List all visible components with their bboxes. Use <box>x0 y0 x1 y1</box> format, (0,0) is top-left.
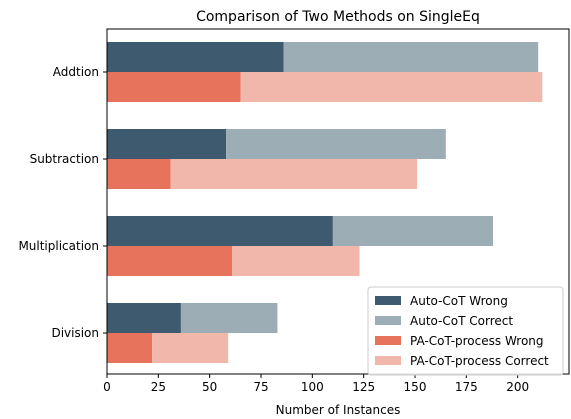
x-axis: 0 25 50 75 100 125 150 175 200 <box>103 374 529 394</box>
bar-addtion-auto-cot-correct <box>283 42 539 72</box>
bar-addtion-auto-cot-wrong <box>107 42 284 72</box>
legend-label-auto-cot-wrong: Auto-CoT Wrong <box>410 294 508 308</box>
bar-addtion-pa-cot-process-wrong <box>107 72 241 102</box>
x-axis-label: Number of Instances <box>276 403 401 417</box>
legend-box <box>367 286 564 376</box>
bar-division-auto-cot-correct <box>180 303 278 333</box>
y-tick-label: Multiplication <box>18 239 99 253</box>
legend: Auto-CoT Wrong Auto-CoT Correct PA-CoT-pro… <box>367 286 564 376</box>
bar-multiplication-pa-cot-process-wrong <box>107 246 233 276</box>
x-tick-label: 25 <box>151 380 166 394</box>
bar-addtion-pa-cot-process-correct <box>240 72 543 102</box>
y-tick-label: Division <box>51 326 99 340</box>
legend-swatch-auto-cot-wrong <box>375 296 401 305</box>
bar-division-auto-cot-wrong <box>107 303 181 333</box>
bar-subtraction-auto-cot-correct <box>226 129 446 159</box>
bar-multiplication-auto-cot-correct <box>332 216 494 246</box>
bar-subtraction-pa-cot-process-wrong <box>107 159 171 189</box>
bar-subtraction-pa-cot-process-correct <box>170 159 418 189</box>
y-tick-label: Subtraction <box>30 152 99 166</box>
y-tick-label: Addtion <box>53 65 99 79</box>
legend-label-auto-cot-correct: Auto-CoT Correct <box>410 314 513 328</box>
legend-swatch-auto-cot-correct <box>375 316 401 325</box>
bar-division-pa-cot-process-wrong <box>107 333 153 363</box>
legend-label-pa-cot-process-correct: PA-CoT-process Correct <box>410 354 549 368</box>
chart-title: Comparison of Two Methods on SingleEq <box>196 9 480 25</box>
plot-frame <box>106 28 570 375</box>
legend-swatch-pa-cot-process-correct <box>375 356 401 365</box>
legend-swatch-pa-cot-process-wrong <box>375 336 401 345</box>
bar-multiplication-pa-cot-process-correct <box>232 246 360 276</box>
x-tick-label: 125 <box>352 380 375 394</box>
y-axis: Addtion Subtraction Multiplication Division <box>18 65 107 340</box>
x-tick-label: 50 <box>202 380 217 394</box>
x-tick-label: 200 <box>506 380 529 394</box>
bar-division-pa-cot-process-correct <box>152 333 229 363</box>
x-tick-label: 100 <box>301 380 324 394</box>
x-tick-label: 175 <box>455 380 478 394</box>
x-tick-label: 75 <box>253 380 268 394</box>
bar-subtraction-auto-cot-wrong <box>107 129 227 159</box>
x-tick-label: 0 <box>103 380 111 394</box>
legend-label-pa-cot-process-wrong: PA-CoT-process Wrong <box>410 334 544 348</box>
bar-multiplication-auto-cot-wrong <box>107 216 333 246</box>
bars-group <box>107 42 543 363</box>
x-tick-label: 150 <box>404 380 427 394</box>
